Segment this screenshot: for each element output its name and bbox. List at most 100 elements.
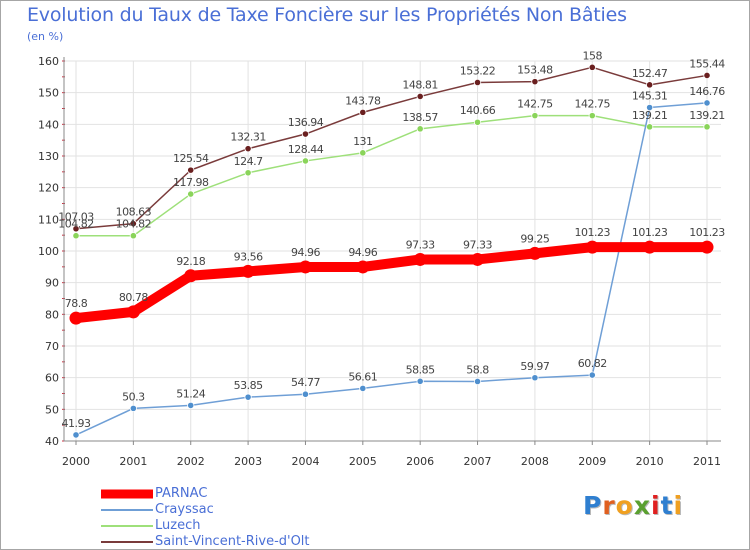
y-tick-label-160: 160 (38, 55, 59, 68)
data-label-saint-vincent-rive-d-olt-2007: 153.22 (460, 64, 496, 77)
point-crayssac-2009 (588, 371, 596, 379)
data-label-luzech-2001: 104.82 (116, 218, 152, 231)
data-label-parnac-2010: 101.23 (632, 226, 668, 239)
data-label-parnac-2004: 94.96 (291, 246, 320, 259)
point-crayssac-2001 (129, 404, 137, 412)
point-parnac-2001 (126, 305, 140, 319)
chart-subtitle: (en %) (27, 30, 64, 43)
point-saint-vincent-rive-d-olt-2011 (703, 71, 711, 80)
data-label-saint-vincent-rive-d-olt-2010: 152.47 (632, 67, 668, 80)
data-label-crayssac-2002: 51.24 (176, 387, 205, 400)
data-label-luzech-2002: 117.98 (173, 176, 209, 189)
point-parnac-2011 (700, 240, 714, 254)
logo-letter: o (615, 491, 634, 520)
point-luzech-2010 (646, 123, 654, 131)
data-label-crayssac-2003: 53.85 (234, 379, 263, 392)
data-label-saint-vincent-rive-d-olt-2002: 125.54 (173, 152, 209, 165)
data-label-luzech-2009: 142.75 (575, 98, 611, 111)
data-label-saint-vincent-rive-d-olt-2006: 148.81 (402, 78, 438, 91)
data-label-luzech-2003: 124.7 (234, 155, 263, 168)
data-label-crayssac-2011: 146.76 (689, 85, 725, 98)
logo-letter: P (583, 491, 603, 520)
data-label-crayssac-2006: 58.85 (406, 363, 435, 376)
data-label-saint-vincent-rive-d-olt-2005: 143.78 (345, 94, 381, 107)
point-saint-vincent-rive-d-olt-2008 (531, 78, 539, 86)
point-luzech-2004 (301, 157, 310, 165)
x-tick-label-2009: 2009 (578, 455, 606, 468)
data-label-parnac-2006: 97.33 (406, 238, 435, 251)
legend-swatch-crayssac (101, 509, 153, 511)
legend-label-parnac: PARNAC (155, 486, 208, 501)
series-line-saint-vincent-rive-d-olt (75, 66, 708, 230)
data-label-parnac-2008: 99.25 (520, 232, 549, 245)
data-label-layer: 107.03 108.63 125.54 132.31 136.94 143.78 148.… (58, 49, 725, 430)
legend-swatch-parnac (101, 489, 153, 499)
data-label-saint-vincent-rive-d-olt-2003: 132.31 (230, 131, 266, 144)
point-crayssac-2006 (416, 377, 424, 385)
point-parnac-2006 (413, 252, 427, 266)
y-tick-label-130: 130 (38, 150, 59, 163)
y-tick-label-50: 50 (45, 403, 59, 416)
point-crayssac-2004 (301, 390, 310, 398)
y-tick-label-60: 60 (45, 372, 59, 385)
point-saint-vincent-rive-d-olt-2002 (187, 166, 195, 174)
x-tick-label-2008: 2008 (521, 455, 549, 468)
data-label-parnac-2005: 94.96 (348, 246, 377, 259)
point-saint-vincent-rive-d-olt-2005 (359, 108, 367, 116)
point-parnac-2008 (528, 246, 542, 260)
x-tick-label-2007: 2007 (464, 455, 492, 468)
logo-letter: i (651, 491, 661, 520)
point-parnac-2010 (643, 240, 657, 254)
point-saint-vincent-rive-d-olt-2007 (473, 78, 482, 87)
proxiti-logo: Proxiti (583, 491, 683, 520)
point-luzech-2011 (703, 123, 711, 131)
data-label-crayssac-2009: 60.82 (578, 357, 607, 370)
axis-layer: 40 50 60 70 80 90 100 110 120 130 140 150 160 2000 200… (38, 55, 721, 468)
point-saint-vincent-rive-d-olt-2000 (72, 225, 80, 233)
data-label-saint-vincent-rive-d-olt-2004: 136.94 (288, 116, 324, 129)
data-label-parnac-2011: 101.23 (689, 226, 725, 239)
data-label-crayssac-2000: 41.93 (62, 417, 91, 430)
point-saint-vincent-rive-d-olt-2006 (416, 92, 424, 101)
point-parnac-2007 (471, 252, 485, 266)
y-tick-label-150: 150 (38, 87, 59, 100)
x-tick-label-2011: 2011 (693, 455, 721, 468)
point-crayssac-2002 (187, 401, 195, 410)
data-label-luzech-2008: 142.75 (517, 98, 553, 111)
point-saint-vincent-rive-d-olt-2009 (588, 63, 596, 71)
x-tick-label-2002: 2002 (177, 455, 205, 468)
x-tick-label-2000: 2000 (62, 455, 90, 468)
legend-label-luzech: Luzech (155, 518, 201, 533)
series-line-luzech (75, 114, 708, 237)
point-crayssac-2000 (72, 431, 80, 439)
y-tick-label-140: 140 (38, 118, 59, 131)
x-tick-label-2001: 2001 (119, 455, 147, 468)
point-luzech-2009 (588, 112, 596, 120)
data-label-luzech-2004: 128.44 (288, 143, 324, 156)
data-label-luzech-2011: 139.21 (689, 109, 725, 122)
point-crayssac-2010 (646, 103, 654, 112)
series-layer (69, 63, 714, 439)
data-label-luzech-2007: 140.66 (460, 104, 496, 117)
point-luzech-2007 (473, 118, 482, 126)
series-line-parnac (71, 242, 712, 324)
legend-item-saint-vincent: Saint-Vincent-Rive-d'Olt (101, 534, 310, 549)
point-parnac-2002 (184, 269, 198, 283)
data-label-saint-vincent-rive-d-olt-2009: 158 (583, 49, 603, 62)
legend-label-crayssac: Crayssac (155, 502, 214, 517)
point-luzech-2000 (72, 232, 80, 240)
point-luzech-2008 (531, 112, 539, 120)
data-label-parnac-2007: 97.33 (463, 238, 492, 251)
x-tick-label-2003: 2003 (234, 455, 262, 468)
data-label-saint-vincent-rive-d-olt-2001: 108.63 (116, 206, 152, 219)
y-tick-label-110: 110 (38, 213, 59, 226)
data-label-crayssac-2008: 59.97 (520, 360, 549, 373)
point-luzech-2001 (129, 232, 137, 240)
point-luzech-2003 (244, 169, 252, 177)
x-tick-label-2006: 2006 (406, 455, 434, 468)
point-parnac-2009 (585, 240, 599, 254)
legend-item-luzech: Luzech (101, 518, 310, 534)
data-label-crayssac-2004: 54.77 (291, 376, 320, 389)
point-luzech-2002 (187, 190, 195, 198)
